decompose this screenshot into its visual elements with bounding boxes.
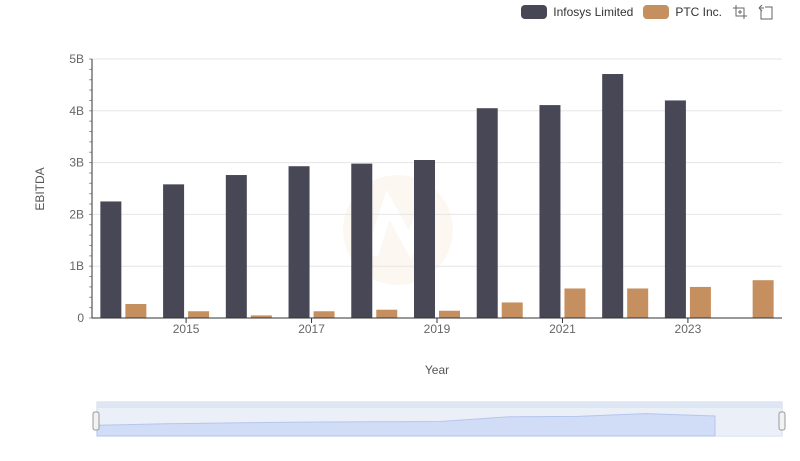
y-tick-label: 2B (69, 207, 84, 221)
bar-infosys-2018[interactable] (351, 163, 373, 318)
x-tick-label: 2015 (173, 322, 200, 336)
navigator-scrollbar[interactable] (97, 402, 782, 408)
x-tick-label: 2017 (298, 322, 325, 336)
bar-infosys-2015[interactable] (163, 184, 185, 318)
bar-infosys-2017[interactable] (288, 166, 310, 318)
crosshair-zoom-icon[interactable] (732, 4, 748, 20)
bar-ptc-2024[interactable] (752, 280, 774, 318)
y-tick-label: 0 (77, 311, 84, 325)
bar-ptc-2023[interactable] (689, 286, 711, 318)
y-axis-title: EBITDA (33, 167, 47, 210)
navigator-handle-left[interactable] (92, 411, 100, 431)
bar-infosys-2019[interactable] (414, 160, 435, 318)
bar-ptc-2016[interactable] (250, 315, 272, 318)
legend-swatch-ptc (643, 5, 670, 19)
y-axis: 0 1B 2B 3B 4B 5B (69, 52, 93, 325)
bar-ptc-2020[interactable] (501, 302, 523, 318)
bar-infosys-2023[interactable] (664, 100, 686, 318)
navigator-handle-right[interactable] (778, 411, 786, 431)
navigator-series (96, 413, 716, 437)
y-tick-label: 1B (69, 259, 84, 273)
bar-infosys-2014[interactable] (100, 201, 122, 318)
y-tick-label: 5B (69, 52, 84, 66)
legend-item-ptc[interactable]: PTC Inc. (643, 5, 722, 19)
bar-ptc-2019[interactable] (439, 310, 460, 318)
bar-ptc-2021[interactable] (564, 288, 586, 318)
y-tick-label: 3B (69, 156, 84, 170)
legend: Infosys Limited PTC Inc. (521, 4, 774, 20)
bar-ptc-2022[interactable] (627, 288, 649, 318)
bar-infosys-2020[interactable] (476, 108, 498, 319)
y-tick-label: 4B (69, 104, 84, 118)
bar-ptc-2014[interactable] (125, 304, 147, 318)
legend-swatch-infosys (521, 5, 548, 19)
x-tick-label: 2023 (675, 322, 702, 336)
bar-infosys-2021[interactable] (539, 105, 561, 319)
bar-ptc-2018[interactable] (376, 309, 398, 318)
reset-zoom-icon[interactable] (758, 4, 774, 20)
navigator[interactable] (92, 401, 786, 437)
x-axis: 2015 2017 2019 2021 2023 (92, 317, 782, 336)
x-axis-title: Year (425, 363, 449, 377)
legend-label-infosys: Infosys Limited (553, 5, 634, 19)
bar-infosys-2022[interactable] (602, 74, 624, 318)
x-tick-label: 2019 (424, 322, 451, 336)
legend-label-ptc: PTC Inc. (675, 5, 722, 19)
bar-infosys-2016[interactable] (225, 175, 247, 318)
x-tick-label: 2021 (549, 322, 576, 336)
bars (100, 74, 774, 319)
bar-ptc-2017[interactable] (313, 311, 335, 318)
bar-ptc-2015[interactable] (188, 311, 210, 318)
legend-item-infosys[interactable]: Infosys Limited (521, 5, 633, 19)
